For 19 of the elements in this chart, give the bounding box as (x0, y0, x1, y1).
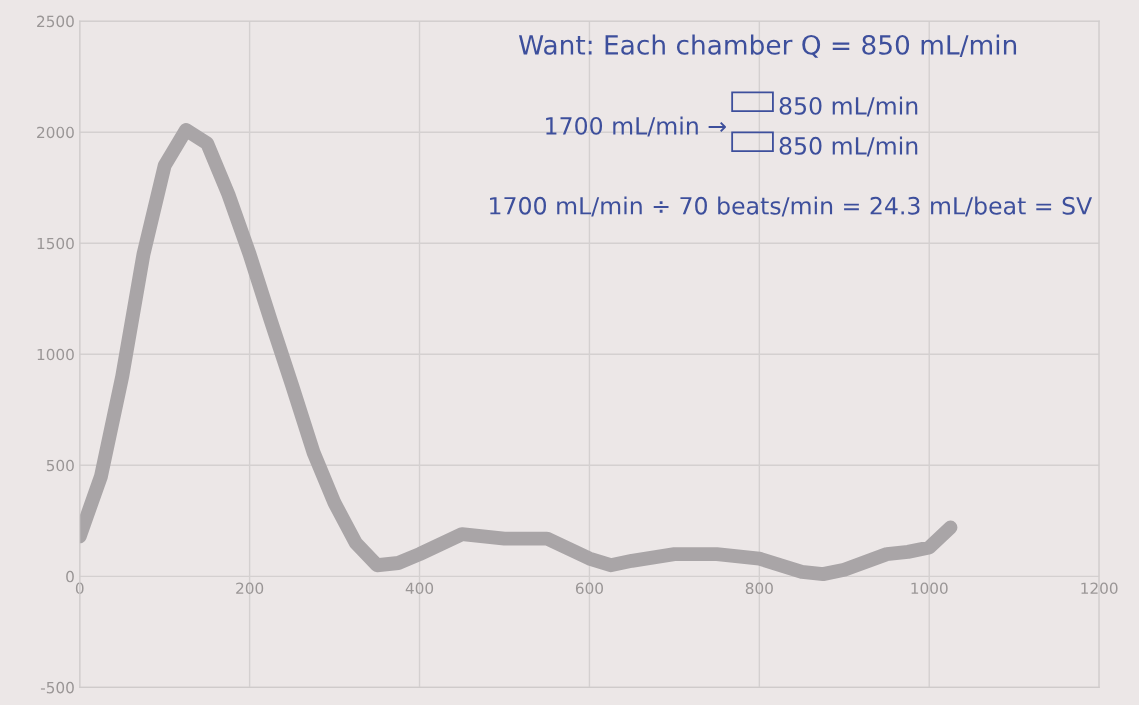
x-tick-label: 1000 (911, 582, 948, 595)
y-tick-label: 2000 (37, 126, 74, 139)
x-tick-label: 800 (745, 582, 773, 595)
x-tick-label: 200 (236, 582, 264, 595)
y-tick-label: 1000 (37, 348, 74, 361)
x-tick-label: 0 (75, 582, 84, 595)
annotation: 850 mL/min (779, 96, 918, 117)
y-tick-label: 0 (66, 570, 74, 583)
y-tick-label: -500 (40, 681, 74, 694)
x-tick-label: 600 (575, 582, 603, 595)
annotation: 1700 mL/min ÷ 70 beats/min = 24.3 mL/beat = SV (490, 196, 1093, 217)
annotation: Want: Each chamber Q = 850 mL/min (518, 34, 1017, 58)
y-tick-label: 500 (46, 459, 74, 472)
x-tick-label: 1200 (1081, 582, 1118, 595)
x-tick-label: 400 (405, 582, 434, 595)
annotation: 1700 mL/min → (546, 116, 726, 137)
y-tick-label: 1500 (37, 237, 74, 250)
y-tick-label: 2500 (37, 15, 74, 28)
annotation: 850 mL/min (779, 136, 918, 157)
